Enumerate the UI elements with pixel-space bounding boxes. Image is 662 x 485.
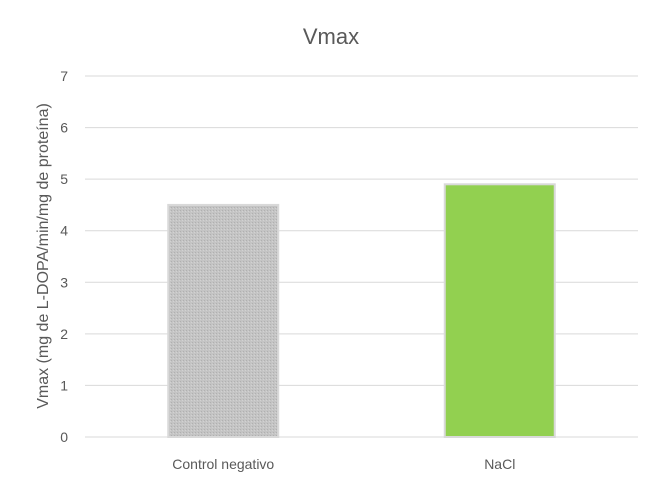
x-tick-labels: Control negativo NaCl: [172, 456, 515, 472]
y-axis-label: Vmax (mg de L-DOPA/min/mg de proteína): [35, 103, 52, 409]
bar-nacl: [443, 183, 556, 438]
y-tick-label: 5: [60, 171, 68, 187]
y-tick-label: 7: [60, 68, 68, 84]
chart-title: Vmax: [303, 24, 359, 49]
x-tick-label: NaCl: [484, 456, 515, 472]
y-tick-label: 3: [60, 274, 68, 290]
bar-control-negativo: [167, 203, 280, 438]
y-tick-labels: 0 1 2 3 4 5 6 7: [60, 68, 68, 445]
y-tick-label: 2: [60, 326, 68, 342]
y-tick-label: 1: [60, 377, 68, 393]
bars: [167, 183, 556, 438]
y-tick-label: 6: [60, 120, 68, 136]
x-tick-label: Control negativo: [172, 456, 274, 472]
y-tick-label: 4: [60, 223, 68, 239]
y-tick-label: 0: [60, 429, 68, 445]
